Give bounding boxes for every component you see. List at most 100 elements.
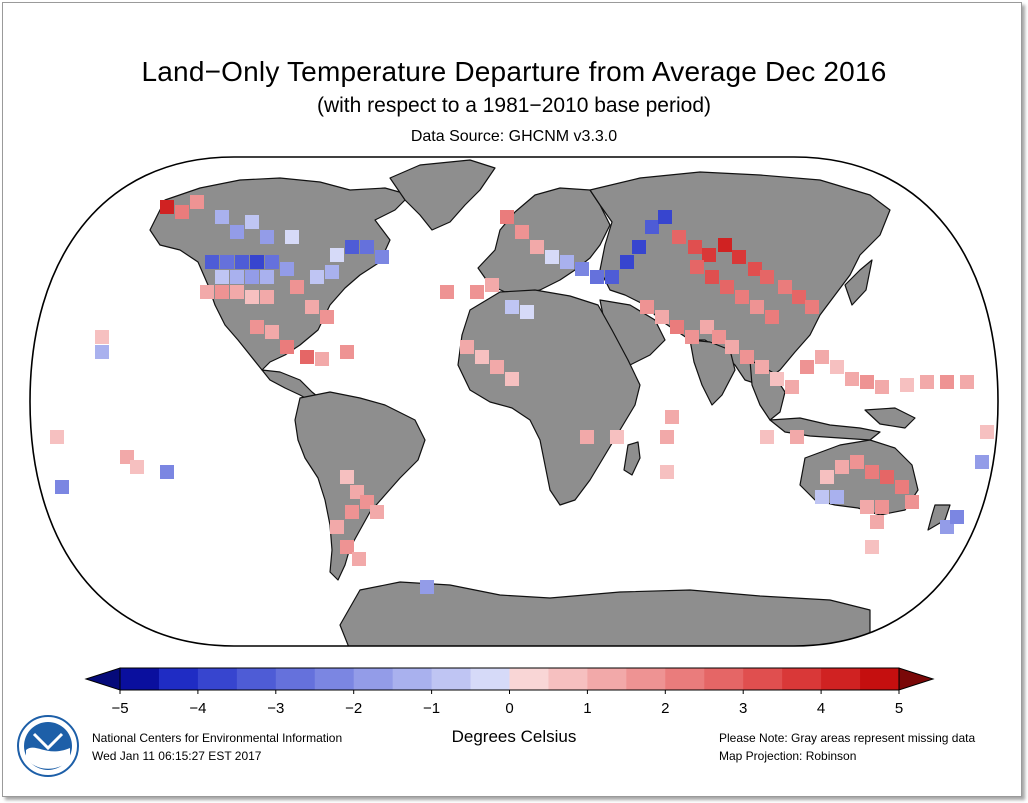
anomaly-cell <box>160 200 174 214</box>
anomaly-cell <box>770 372 784 386</box>
anomaly-cell <box>245 290 259 304</box>
colorbar-swatch <box>197 668 238 690</box>
anomaly-cell <box>340 470 354 484</box>
anomaly-cell <box>835 460 849 474</box>
colorbar-over-arrow <box>898 667 935 691</box>
anomaly-cell <box>260 270 274 284</box>
anomaly-cell <box>345 240 359 254</box>
anomaly-cell <box>700 320 714 334</box>
anomaly-cell <box>830 360 844 374</box>
colorbar-tick-label: −4 <box>189 700 207 717</box>
anomaly-cell <box>590 270 604 284</box>
anomaly-cell <box>725 340 739 354</box>
anomaly-cell <box>712 330 726 344</box>
anomaly-cell <box>370 505 384 519</box>
anomaly-cell <box>750 300 764 314</box>
anomaly-cell <box>340 345 354 359</box>
colorbar-swatch <box>353 668 394 690</box>
anomaly-cell <box>815 350 829 364</box>
anomaly-cell <box>530 240 544 254</box>
anomaly-cell <box>460 340 474 354</box>
anomaly-cell <box>290 280 304 294</box>
colorbar-swatch <box>821 668 861 690</box>
globe-outline <box>29 156 999 647</box>
anomaly-cell <box>55 480 69 494</box>
colorbar-swatch <box>275 668 316 690</box>
anomaly-cell <box>870 515 884 529</box>
colorbar-tick-label: 1 <box>583 700 592 717</box>
anomaly-cell <box>245 215 259 229</box>
colorbar-swatch <box>158 668 199 690</box>
anomaly-cell <box>790 430 804 444</box>
anomaly-cell <box>330 520 344 534</box>
anomaly-cell <box>95 345 109 359</box>
colorbar-swatch <box>236 668 277 690</box>
anomaly-cell <box>875 380 889 394</box>
colorbar-tick-label: 5 <box>894 700 904 717</box>
colorbar-tick-label: −5 <box>111 700 129 717</box>
anomaly-cell <box>280 340 294 354</box>
anomaly-cell <box>860 375 874 389</box>
anomaly-cell <box>760 430 774 444</box>
anomaly-cell <box>515 225 529 239</box>
anomaly-cell <box>340 540 354 554</box>
antarctica-land <box>339 581 871 646</box>
anomaly-cell <box>305 300 319 314</box>
anomaly-cell <box>895 480 909 494</box>
anomaly-cell <box>310 270 324 284</box>
anomaly-cell <box>880 470 894 484</box>
anomaly-cell <box>280 262 294 276</box>
anomaly-cell <box>702 248 716 262</box>
anomaly-cell <box>50 430 64 444</box>
madagascar-land <box>623 441 641 476</box>
anomaly-cell <box>200 285 214 299</box>
colorbar-swatch <box>587 668 627 690</box>
anomaly-cell <box>95 330 109 344</box>
anomaly-cell <box>560 255 574 269</box>
anomaly-cell <box>285 230 299 244</box>
anomaly-cell <box>620 255 634 269</box>
data-source: Data Source: GHCNM v3.3.0 <box>410 128 618 145</box>
anomaly-cell <box>860 500 874 514</box>
colorbar-swatch <box>860 668 900 690</box>
anomaly-cell <box>175 205 189 219</box>
anomaly-cell <box>640 300 654 314</box>
colorbar-swatch <box>548 668 588 690</box>
anomaly-cell <box>235 255 249 269</box>
anomaly-cell <box>500 210 514 224</box>
anomaly-cell <box>735 290 749 304</box>
anomaly-cell <box>655 310 669 324</box>
colorbar-swatch <box>704 668 744 690</box>
anomaly-cell <box>505 372 519 386</box>
anomaly-cell <box>250 320 264 334</box>
anomaly-cell <box>325 265 339 279</box>
colorbar-tick-label: 3 <box>739 700 748 717</box>
anomaly-cell <box>920 375 934 389</box>
footer-projection: Map Projection: Robinson <box>719 749 857 763</box>
anomaly-cell <box>250 255 264 269</box>
anomaly-cell <box>672 230 686 244</box>
anomaly-cell <box>778 280 792 294</box>
anomaly-cell <box>660 430 674 444</box>
anomaly-cell <box>685 330 699 344</box>
anomaly-cell <box>845 372 859 386</box>
anomaly-cell <box>760 270 774 284</box>
anomaly-cell <box>865 465 879 479</box>
anomaly-cell <box>950 510 964 524</box>
anomaly-cell <box>265 325 279 339</box>
colorbar-swatch <box>120 668 160 690</box>
anomaly-cell <box>315 352 329 366</box>
anomaly-cell <box>632 240 646 254</box>
colorbar-swatch <box>626 668 666 690</box>
map-subtitle: (with respect to a 1981−2010 base period… <box>316 94 711 117</box>
anomaly-cell <box>805 300 819 314</box>
anomaly-cell <box>665 410 679 424</box>
colorbar-under-arrow <box>84 667 121 691</box>
anomaly-cell <box>905 495 919 509</box>
anomaly-cell <box>748 262 762 276</box>
anomaly-cell <box>420 580 434 594</box>
anomaly-cell <box>230 270 244 284</box>
colorbar-tick-label: 4 <box>816 700 826 717</box>
anomaly-cell <box>975 455 989 469</box>
